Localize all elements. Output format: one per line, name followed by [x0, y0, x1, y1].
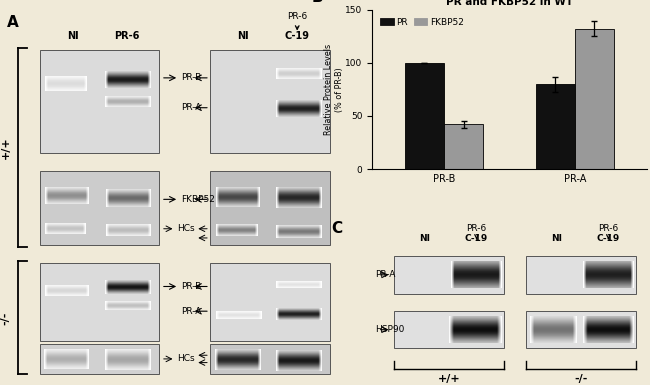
Text: C-19: C-19: [285, 31, 309, 41]
Text: FKBP52: FKBP52: [181, 195, 214, 204]
Text: NI: NI: [419, 234, 430, 243]
Text: PR-6: PR-6: [466, 224, 487, 239]
Bar: [575, 29, 614, 169]
Bar: [210, 50, 330, 153]
Bar: [526, 311, 636, 348]
Text: HSP90: HSP90: [375, 325, 404, 334]
Bar: [40, 344, 159, 373]
Text: +/+: +/+: [437, 375, 460, 384]
Text: C-19: C-19: [597, 234, 620, 243]
Text: NI: NI: [237, 31, 249, 41]
Bar: [536, 84, 575, 169]
Bar: [394, 311, 504, 348]
Text: PR-6: PR-6: [287, 12, 307, 29]
Text: A: A: [7, 15, 19, 30]
Text: HCs: HCs: [177, 224, 195, 233]
Text: +/+: +/+: [1, 136, 10, 159]
Bar: [526, 256, 636, 294]
Text: PR-6: PR-6: [114, 31, 140, 41]
Text: PR-A: PR-A: [181, 103, 202, 112]
Text: C: C: [331, 221, 342, 236]
Bar: [394, 256, 504, 294]
Text: NI: NI: [67, 31, 79, 41]
Bar: [210, 171, 330, 245]
Text: PR-B: PR-B: [181, 282, 201, 291]
Text: PR-A: PR-A: [375, 270, 395, 280]
Text: PR-6: PR-6: [598, 224, 618, 239]
Text: B: B: [312, 0, 323, 5]
Y-axis label: Relative Protein Levels
(% of PR-B): Relative Protein Levels (% of PR-B): [324, 44, 344, 135]
Text: PR-B: PR-B: [181, 74, 201, 82]
Text: -/-: -/-: [1, 311, 10, 325]
Bar: [210, 344, 330, 373]
Title: PR and FKBP52 in WT: PR and FKBP52 in WT: [446, 0, 573, 7]
Text: HCs: HCs: [177, 355, 195, 363]
Text: C-19: C-19: [465, 234, 488, 243]
Bar: [40, 50, 159, 153]
Text: NI: NI: [551, 234, 562, 243]
Text: -/-: -/-: [574, 375, 588, 384]
Bar: [210, 263, 330, 340]
Legend: PR, FKBP52: PR, FKBP52: [376, 14, 467, 30]
Bar: [40, 263, 159, 340]
Text: PR-A: PR-A: [181, 307, 202, 316]
Bar: [405, 63, 444, 169]
Bar: [444, 124, 484, 169]
Bar: [40, 171, 159, 245]
